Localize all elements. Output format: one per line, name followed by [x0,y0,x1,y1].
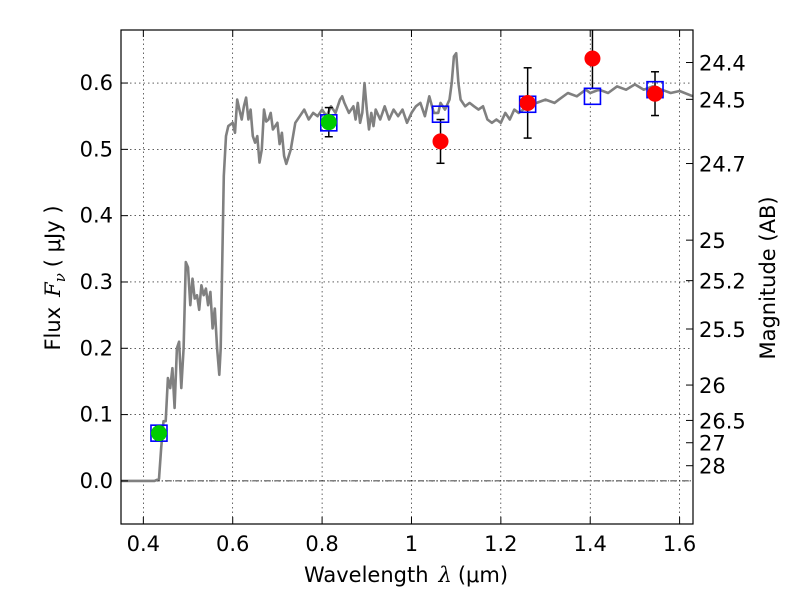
magnitude-tick-label: 26 [699,374,726,398]
y-axis-label-symbol: F [41,281,65,298]
x-tick-labels: 0.4 0.6 0.8 1 1.2 1.4 1.6 [127,532,697,556]
y-tick-label: 0.4 [80,204,113,228]
magnitude-tick-label: 24.5 [699,88,746,112]
x-tick-label: 1.6 [663,532,696,556]
x-tick-label: 1 [405,532,418,556]
model-photometry-square [583,87,602,106]
y-axis-label: Flux Fν ( μJy ) [41,205,69,350]
y-tick-label: 0.0 [80,469,113,493]
plot-frame [120,29,694,525]
x-tick-label: 1.4 [574,532,607,556]
magnitude-tick-label: 28 [699,455,726,479]
observed-flux-red-point [432,133,449,150]
y-tick-label: 0.3 [80,270,113,294]
x-tick-label: 0.4 [127,532,160,556]
magnitude-tick-label: 25 [699,229,726,253]
y-tick-label: 0.1 [80,403,113,427]
model-photometry-square [431,105,450,124]
magnitude-tick-label: 25.5 [699,318,746,342]
x-tick-label: 0.6 [216,532,249,556]
magnitude-axis-label: Magnitude (AB) [756,196,780,359]
magnitude-tick-label: 25.2 [699,270,746,294]
y-tick-label: 0.5 [80,137,113,161]
data-markers [150,50,664,442]
x-axis-label-unit: (μm) [458,563,508,587]
axis-ticks [121,30,693,524]
magnitude-tick-label: 24.7 [699,153,746,177]
observed-flux-green-point [150,425,167,442]
magnitude-tick-label: 26.5 [699,409,746,433]
magnitude-tick-label: 27 [699,432,726,456]
x-axis-label-symbol: λ [438,563,452,587]
y-tick-label: 0.6 [80,71,113,95]
x-axis-label: Wavelength λ (μm) [304,563,508,587]
x-tick-label: 1.2 [484,532,517,556]
observed-flux-red-point [647,85,664,102]
y-tick-labels: 0.0 0.1 0.2 0.3 0.4 0.5 0.6 [80,71,113,493]
y-tick-label: 0.2 [80,336,113,360]
spectrum-layer [121,51,694,483]
x-tick-label: 0.8 [305,532,338,556]
y-axis-label-text: Flux [41,307,65,351]
grid [121,30,693,524]
observed-flux-green-point [320,114,337,131]
observed-flux-red-point [584,50,601,67]
model-spectrum-line [121,51,694,483]
y-axis-label-unit: ( μJy ) [41,205,65,267]
y-axis-label-subscript: ν [51,273,69,282]
x-axis-label-text: Wavelength [304,563,429,587]
observed-flux-red-point [519,94,536,111]
magnitude-tick-label: 24.4 [699,52,746,76]
